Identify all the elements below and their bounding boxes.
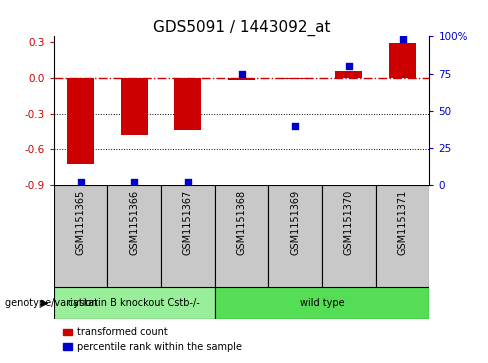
Text: GSM1151370: GSM1151370	[344, 190, 354, 256]
Bar	[54, 185, 107, 287]
Bar	[389, 44, 416, 78]
Text: GSM1151369: GSM1151369	[290, 190, 300, 255]
Text: GSM1151371: GSM1151371	[398, 190, 407, 256]
Bar	[175, 78, 201, 130]
Bar	[268, 185, 322, 287]
Text: GSM1151366: GSM1151366	[129, 190, 139, 255]
Bar	[282, 78, 308, 79]
Bar	[335, 71, 362, 78]
Bar	[67, 78, 94, 164]
Bar	[107, 185, 161, 287]
Text: ▶: ▶	[41, 298, 49, 308]
Text: GSM1151365: GSM1151365	[76, 190, 85, 256]
Bar	[63, 329, 72, 335]
Bar	[121, 78, 147, 135]
Point	[77, 179, 84, 185]
Bar	[376, 185, 429, 287]
Bar	[215, 185, 268, 287]
Bar	[322, 185, 376, 287]
Bar	[54, 287, 215, 319]
Text: GSM1151368: GSM1151368	[237, 190, 246, 255]
Bar	[228, 78, 255, 80]
Bar	[161, 185, 215, 287]
Text: GSM1151367: GSM1151367	[183, 190, 193, 256]
Point	[238, 70, 245, 76]
Text: genotype/variation: genotype/variation	[5, 298, 101, 308]
Point	[345, 63, 353, 69]
Text: wild type: wild type	[300, 298, 345, 308]
Point	[130, 179, 138, 185]
Text: transformed count: transformed count	[77, 327, 168, 337]
Bar	[215, 287, 429, 319]
Point	[291, 123, 299, 129]
Point	[184, 179, 192, 185]
Point	[399, 36, 407, 42]
Bar	[63, 343, 72, 350]
Text: cystatin B knockout Cstb-/-: cystatin B knockout Cstb-/-	[68, 298, 200, 308]
Text: percentile rank within the sample: percentile rank within the sample	[77, 342, 242, 352]
Title: GDS5091 / 1443092_at: GDS5091 / 1443092_at	[153, 20, 330, 36]
